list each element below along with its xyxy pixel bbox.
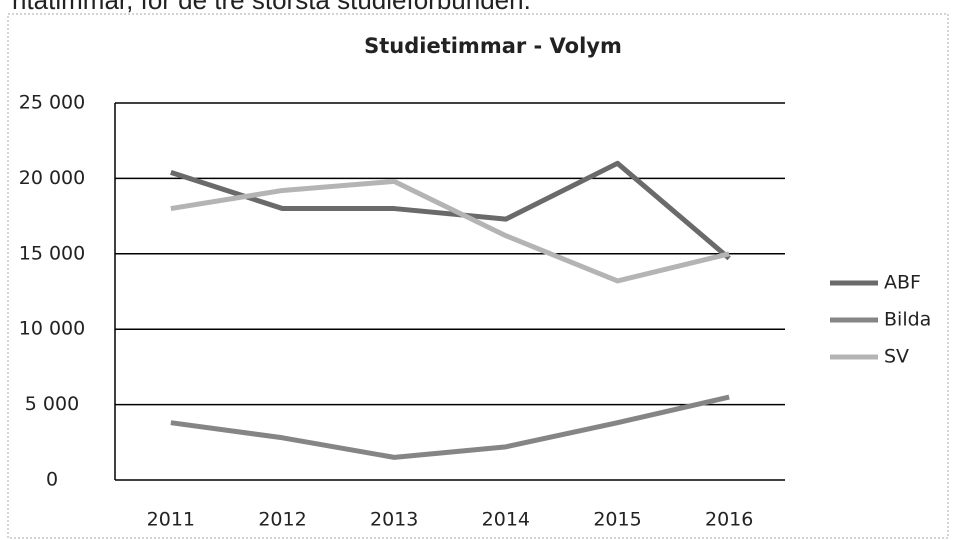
y-tick-label: 10 000	[19, 318, 85, 340]
chart-title: Studietimmar - Volym	[364, 34, 622, 58]
series-line	[170, 160, 731, 261]
header-text: ntatimmar, för de tre största studieförb…	[12, 0, 531, 15]
y-tick-label: 15 000	[19, 242, 85, 264]
x-tick-label: 2013	[370, 509, 418, 531]
x-tick-label: 2012	[258, 509, 306, 531]
x-tick-label: 2015	[593, 509, 641, 531]
x-tick-label: 2016	[705, 509, 753, 531]
legend-label: SV	[884, 346, 909, 368]
series-line	[170, 394, 730, 460]
x-tick-label: 2014	[482, 509, 530, 531]
series-line	[170, 178, 730, 284]
legend-label: ABF	[884, 272, 921, 294]
x-tick-label: 2011	[147, 509, 195, 531]
chart-border	[7, 13, 949, 539]
y-tick-label: 25 000	[19, 92, 85, 114]
y-tick-label: 20 000	[19, 167, 85, 189]
y-tick-label: 0	[46, 469, 58, 491]
legend-label: Bilda	[884, 309, 931, 331]
y-tick-label: 5 000	[25, 393, 79, 415]
